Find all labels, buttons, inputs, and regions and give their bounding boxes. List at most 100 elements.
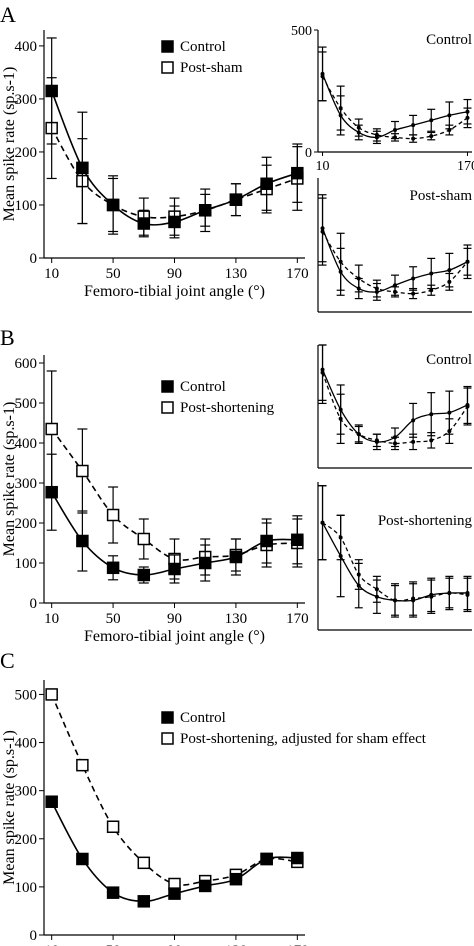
data-point [447,410,452,415]
y-axis-label: Mean spike rate (sp.s-1) [1,402,18,557]
y-tick-label: 200 [15,516,38,532]
data-point [411,291,416,296]
data-point [291,533,304,547]
data-point [320,226,325,231]
data-point [465,591,470,595]
data-point [429,118,434,123]
data-point [411,439,416,444]
y-tick-label: 300 [15,784,38,800]
data-point [106,508,120,522]
inset-title: Control [426,352,472,368]
data-point [338,407,343,412]
series-0 [318,344,472,451]
series-line [321,372,468,445]
x-tick-label: 130 [225,611,248,627]
data-point [76,534,89,548]
data-point [411,123,416,128]
y-tick-label: 500 [291,24,312,39]
data-point [429,438,434,443]
data-point [429,412,434,417]
x-tick-label: 10 [44,266,59,282]
series-0 [45,795,304,908]
y-tick-label: 400 [15,736,38,752]
data-point [374,439,379,444]
data-point [260,534,273,548]
y-tick-label: 0 [30,928,38,944]
data-point [45,422,58,436]
x-tick-label: 170 [286,943,309,946]
legend-label: Post-shortening [180,400,275,416]
data-point [76,161,89,175]
inset-title: Post-sham [409,188,472,204]
x-tick-label: 90 [167,611,182,627]
data-point [429,134,434,139]
data-point [429,271,434,276]
x-tick-label: 170 [286,266,309,282]
x-tick-label: 170 [286,611,309,627]
legend-label: Post-shortening, adjusted for sham effec… [180,731,427,747]
x-tick-label: 90 [167,266,182,282]
legend-label: Control [180,379,226,395]
data-point [393,283,397,288]
data-point [465,402,470,407]
x-axis-label: Femoro-tibial joint angle (°) [84,283,265,300]
y-tick-label: 100 [15,556,38,572]
data-point [291,851,304,865]
data-point [393,128,397,133]
data-point [338,113,343,118]
data-point [106,886,120,899]
y-tick-label: 400 [15,436,38,452]
y-tick-label: 100 [15,198,38,214]
data-point [393,435,397,440]
series-0 [318,46,472,145]
data-point [447,591,452,595]
data-point [320,71,325,76]
legend-marker [161,61,174,74]
y-tick-label: 200 [15,145,38,161]
chart-B-inset-postshortening: Post-shortening [317,482,473,631]
data-point [45,485,58,499]
data-point [411,418,416,423]
data-point [429,592,434,597]
data-point [260,852,273,866]
data-point [45,795,58,808]
chart-A-inset-postsham: Post-sham [317,178,472,313]
series-0 [45,37,304,239]
data-point [356,432,361,437]
y-tick-label: 500 [15,687,38,703]
data-point [411,598,416,603]
y-tick-label: 0 [305,146,312,161]
data-point [137,856,151,870]
x-tick-label: 10 [44,611,59,627]
legend-marker [161,732,174,745]
data-point [320,520,325,525]
x-tick-label: 130 [225,266,248,282]
data-point [356,286,361,291]
data-point [374,289,379,294]
data-point [465,259,470,264]
data-point [168,887,181,900]
data-point [291,166,304,180]
data-point [229,193,243,206]
series-0 [318,485,472,618]
data-point [137,217,151,230]
data-point [447,113,452,118]
data-point [320,367,325,372]
y-tick-label: 300 [15,476,38,492]
data-point [106,820,120,833]
x-tick-label: 170 [457,159,474,174]
panel-letter: B [0,325,15,350]
chart-B-main: B 0 100 200 300 400 500 600 10 50 90 130 170 Femoro-t… [0,325,309,645]
legend-marker [161,711,174,724]
data-point [198,879,212,893]
x-tick-label: 50 [106,611,121,627]
y-axis-label: Mean spike rate (sp.s-1) [1,730,18,885]
data-point [76,758,89,772]
panel-letter: C [0,648,15,673]
inset-title: Post-shortening [378,513,473,529]
data-point [356,583,361,588]
data-point [260,177,273,191]
data-point [465,109,470,114]
x-tick-label: 50 [106,943,121,946]
data-point [106,561,120,575]
